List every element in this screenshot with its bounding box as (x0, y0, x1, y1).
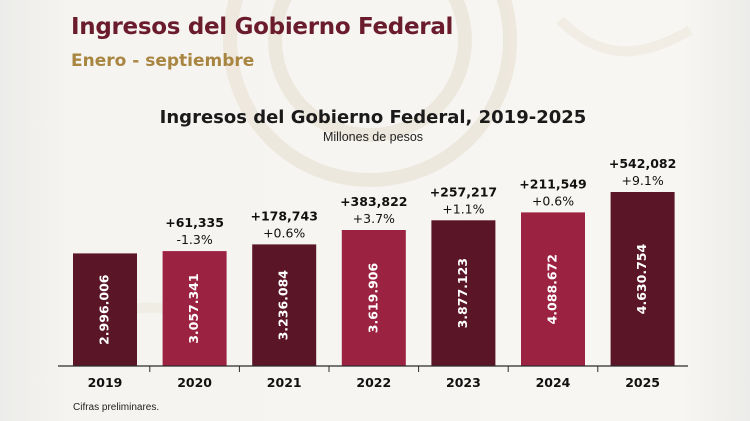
page-title: Ingresos del Gobierno Federal (71, 14, 454, 40)
x-tick-label: 2019 (88, 375, 123, 390)
percent-change-label: +0.6% (532, 193, 574, 208)
absolute-change-label: +542,082 (609, 156, 676, 171)
page-subtitle: Enero - septiembre (71, 51, 255, 71)
x-tick-label: 2020 (177, 375, 212, 390)
chart-unit-label: Millones de pesos (323, 130, 423, 144)
chart-title: Ingresos del Gobierno Federal, 2019-2025 (160, 107, 587, 128)
x-tick-label: 2024 (536, 375, 571, 390)
x-tick-label: 2023 (446, 375, 481, 390)
x-tick-label: 2025 (625, 375, 660, 390)
bar-2023 (431, 220, 496, 366)
bar-2024 (521, 212, 585, 366)
absolute-change-label: +211,549 (519, 176, 586, 191)
absolute-change-label: +178,743 (250, 208, 317, 223)
bar-2020 (162, 251, 227, 366)
percent-change-label: +9.1% (621, 173, 663, 188)
x-tick-label: 2022 (356, 375, 391, 390)
x-ticks-group: 2019 2020 2021 2022 2023 2024 2025 (88, 366, 660, 390)
percent-change-label: +0.6% (263, 225, 305, 240)
footnote: Cifras preliminares. (73, 402, 160, 413)
bars-group: 2.996.006 3.057.341 +61,335 -1.3% 3.236.084 +… (73, 156, 676, 366)
bar-2019 (73, 253, 137, 366)
bar-2022 (341, 230, 406, 366)
percent-change-label: +1.1% (442, 201, 484, 216)
bar-value-label: 3.877.123 (455, 258, 470, 328)
bar-value-label: 4.088.672 (545, 254, 560, 324)
percent-change-label: +3.7% (353, 211, 395, 226)
absolute-change-label: +61,335 (165, 215, 224, 230)
bar-2021 (252, 244, 317, 366)
bar-value-label: 3.236.084 (276, 270, 291, 341)
bar-2025 (610, 192, 675, 366)
percent-change-label: -1.3% (176, 232, 212, 247)
absolute-change-label: +257,217 (430, 184, 497, 199)
bar-value-label: 3.057.341 (186, 273, 201, 343)
x-tick-label: 2021 (267, 375, 302, 390)
bar-value-label: 4.630.754 (634, 244, 649, 315)
bar-value-label: 2.996.006 (97, 274, 112, 345)
absolute-change-label: +383,822 (340, 194, 407, 209)
bar-value-label: 3.619.906 (365, 263, 380, 334)
